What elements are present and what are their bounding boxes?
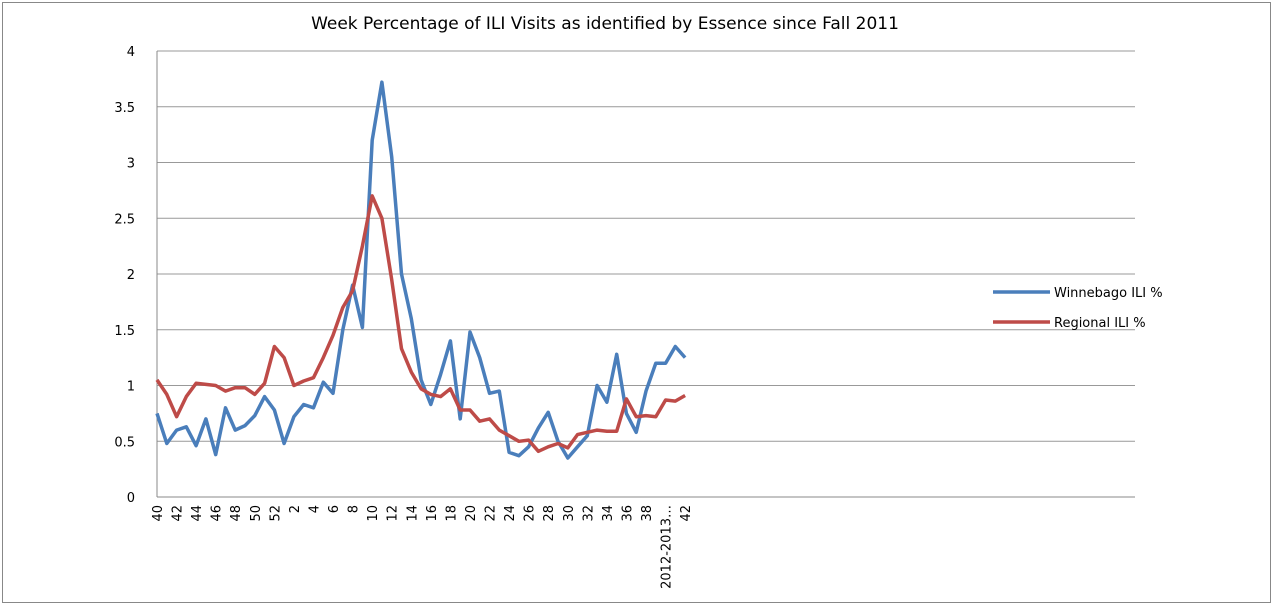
chart-title: Week Percentage of ILI Visits as identif… <box>311 14 899 34</box>
x-tick-label: 28 <box>542 505 557 522</box>
x-tick-label: 10 <box>366 505 381 522</box>
x-tick-label: 42 <box>679 505 694 522</box>
y-tick-label: 0 <box>127 491 135 506</box>
y-tick-label: 3.5 <box>114 101 135 116</box>
y-tick-label: 3 <box>127 157 135 172</box>
x-tick-label: 52 <box>268 505 283 522</box>
x-tick-label: 30 <box>562 505 577 522</box>
x-tick-label: 26 <box>523 505 538 522</box>
x-tick-label: 44 <box>190 505 205 522</box>
x-tick-label: 12 <box>386 505 401 522</box>
y-tick-label: 2 <box>127 268 135 283</box>
x-tick-label: 46 <box>210 505 225 522</box>
legend-label: Winnebago ILI % <box>1054 286 1163 301</box>
x-tick-label: 2012-2013… <box>660 505 675 589</box>
x-tick-label: 14 <box>405 505 420 522</box>
x-tick-label: 2 <box>288 505 303 513</box>
y-tick-label: 0.5 <box>114 435 135 450</box>
x-tick-label: 40 <box>151 505 166 522</box>
x-tick-label: 34 <box>601 505 616 522</box>
legend-label: Regional ILI % <box>1054 316 1146 331</box>
x-tick-label: 8 <box>347 505 362 513</box>
y-tick-label: 4 <box>127 45 135 60</box>
x-tick-label: 38 <box>640 505 655 522</box>
x-tick-label: 6 <box>327 505 342 513</box>
y-tick-label: 1.5 <box>114 324 135 339</box>
y-tick-label: 1 <box>127 380 135 395</box>
x-tick-label: 20 <box>464 505 479 522</box>
series-line <box>155 194 686 454</box>
x-tick-label: 50 <box>249 505 264 522</box>
y-tick-label: 2.5 <box>114 212 135 227</box>
x-tick-label: 18 <box>444 505 459 522</box>
x-tick-label: 36 <box>620 505 635 522</box>
x-tick-label: 24 <box>503 505 518 522</box>
x-tick-label: 48 <box>229 505 244 522</box>
x-tick-label: 22 <box>484 505 499 522</box>
x-tick-label: 16 <box>425 505 440 522</box>
x-tick-label: 32 <box>581 505 596 522</box>
series-line <box>155 80 687 460</box>
x-tick-label: 42 <box>171 505 186 522</box>
x-tick-label: 4 <box>307 505 322 513</box>
